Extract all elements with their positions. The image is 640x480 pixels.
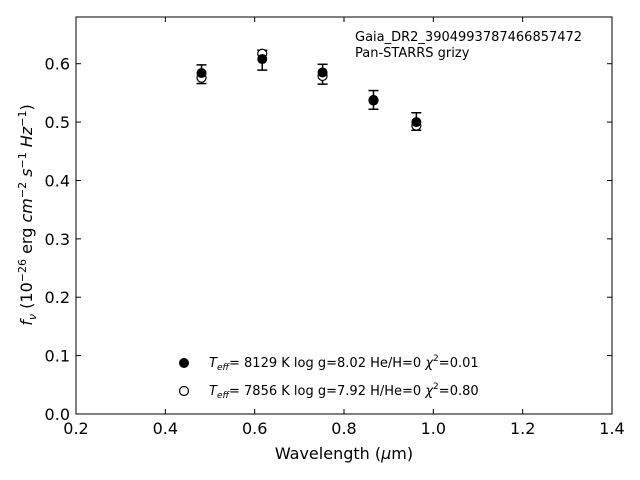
x-tick-label: 1.2 (510, 419, 535, 438)
model-point-filled (196, 68, 207, 79)
y-tick-label: 0.5 (45, 113, 70, 132)
y-tick-label: 0.3 (45, 230, 70, 249)
x-tick-label: 1.4 (599, 419, 624, 438)
x-tick-label: 1.0 (421, 419, 446, 438)
model-point-filled (257, 54, 268, 65)
legend-entry-1: Teff= 8129 K log g=8.02 He/H=0 χ2=0.01 (209, 354, 479, 373)
model-point-filled (317, 67, 328, 78)
y-tick-label: 0.2 (45, 288, 70, 307)
legend-marker-filled (179, 358, 189, 368)
error-bars (196, 49, 422, 132)
model-point-filled (368, 94, 379, 105)
model-point-filled (411, 117, 422, 128)
y-tick-label: 0.1 (45, 347, 70, 366)
axis-ticks: 0.2 0.4 0.6 0.8 1.0 1.2 1.4 0.0 0.1 0.2 0.3 0.4 0.5 0… (45, 17, 625, 438)
annotation-object-id: Gaia_DR2_3904993787466857472 (355, 30, 582, 45)
y-tick-label: 0.6 (45, 55, 70, 74)
data-markers (196, 48, 422, 131)
plot-frame (75, 16, 613, 415)
y-axis-label: fν (10−26 erg cm−2 s−1 Hz−1) (16, 104, 39, 325)
x-tick-label: 0.8 (331, 419, 356, 438)
annotation-photometry: Pan-STARRS grizy (355, 46, 470, 61)
legend-entry-2: Teff= 7856 K log g=7.92 H/He=0 χ2=0.80 (209, 382, 479, 401)
x-tick-label: 0.2 (63, 419, 88, 438)
y-tick-label: 0.4 (45, 171, 70, 190)
x-axis-label: Wavelength (μm) (275, 444, 413, 463)
y-tick-label: 0.0 (45, 405, 70, 424)
x-tick-label: 0.6 (242, 419, 267, 438)
x-tick-label: 0.4 (153, 419, 178, 438)
legend-marker-open (178, 385, 190, 397)
legend: Teff= 8129 K log g=8.02 He/H=0 χ2=0.01 T… (178, 354, 479, 401)
